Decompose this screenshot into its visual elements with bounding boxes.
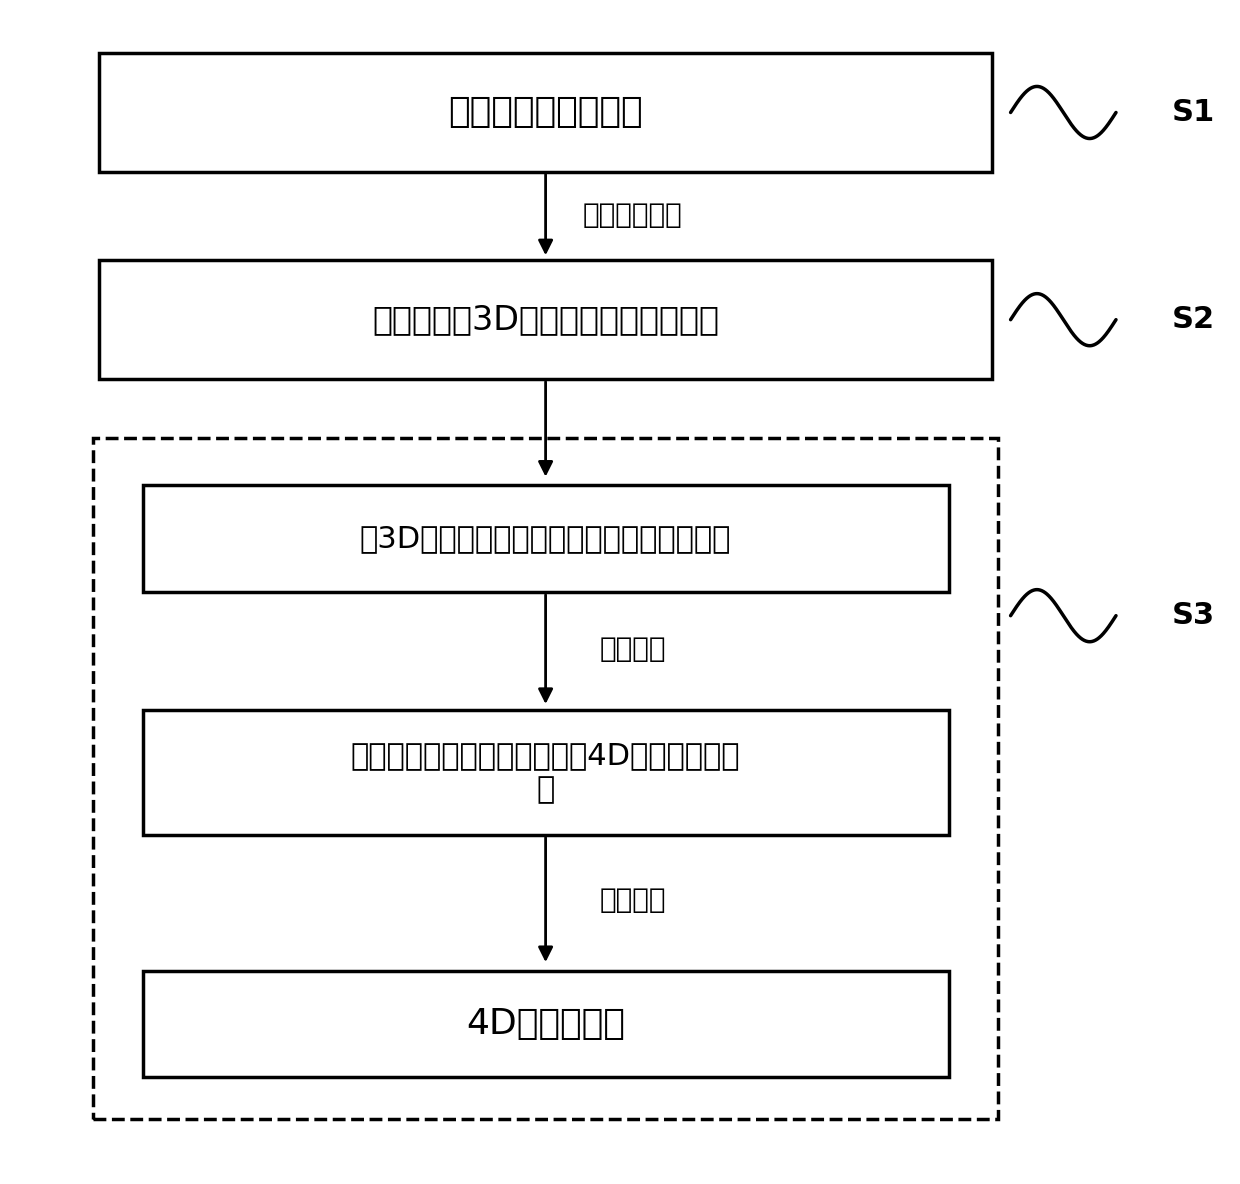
Text: 高温烧结: 高温烧结 bbox=[599, 886, 666, 914]
FancyBboxPatch shape bbox=[143, 971, 949, 1077]
Text: 外界激励: 外界激励 bbox=[599, 636, 666, 663]
Text: 构建三维的3D打印聚合物前驱体结构: 构建三维的3D打印聚合物前驱体结构 bbox=[372, 303, 719, 336]
Text: 恢复到初始的三维结构，获得4D陶瓷前驱体结
构: 恢复到初始的三维结构，获得4D陶瓷前驱体结 构 bbox=[351, 741, 740, 804]
FancyBboxPatch shape bbox=[99, 260, 992, 379]
Text: 制备陶瓷前驱体溶液: 制备陶瓷前驱体溶液 bbox=[449, 96, 642, 129]
Text: S2: S2 bbox=[1172, 305, 1215, 334]
FancyBboxPatch shape bbox=[143, 485, 949, 592]
Text: 将3D打印聚合物前驱体结构赋形为临时形状: 将3D打印聚合物前驱体结构赋形为临时形状 bbox=[360, 525, 732, 553]
FancyBboxPatch shape bbox=[143, 710, 949, 835]
Text: S3: S3 bbox=[1172, 601, 1215, 630]
FancyBboxPatch shape bbox=[99, 53, 992, 172]
Text: 4D打印的陶瓷: 4D打印的陶瓷 bbox=[466, 1008, 625, 1041]
Text: 直写打印成型: 直写打印成型 bbox=[583, 201, 682, 229]
Text: S1: S1 bbox=[1172, 98, 1215, 127]
